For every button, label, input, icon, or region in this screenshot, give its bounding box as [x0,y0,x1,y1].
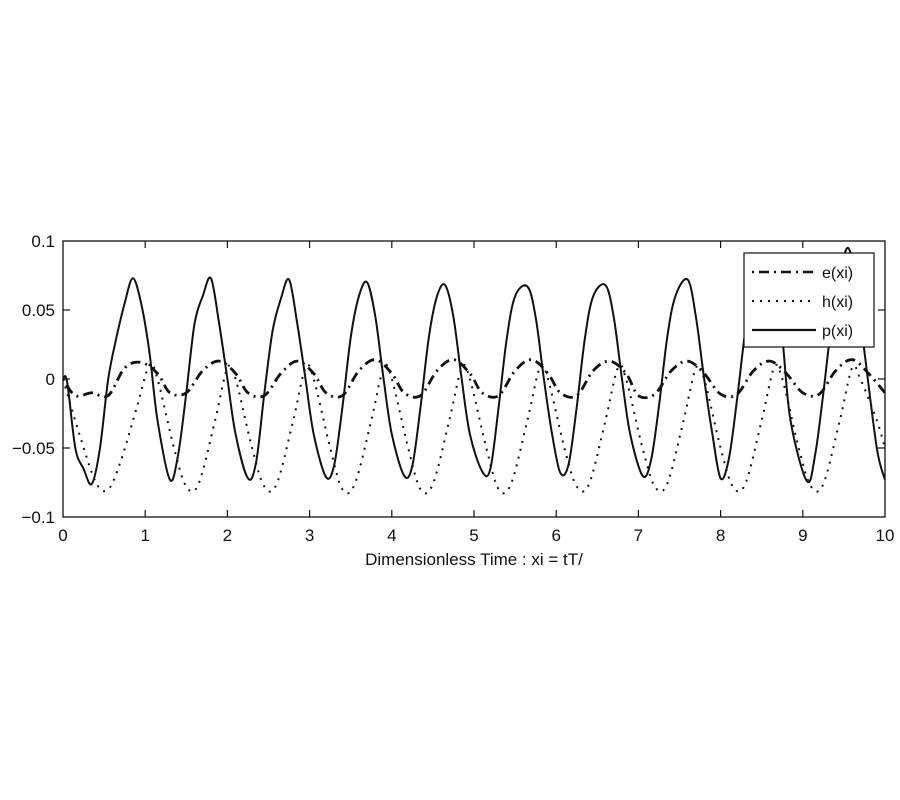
series-line-pxi [63,246,885,486]
legend-entry-p: p(xi) [752,323,853,340]
x-tick-label: 7 [634,526,643,545]
legend-box [743,252,875,348]
x-tick-label: 5 [469,526,478,545]
series-line-exi [63,358,885,400]
y-axis-tick-labels: 0.1 0.05 0 −0.05 −0.1 [12,232,55,527]
legend-label-p: p(xi) [822,323,853,340]
legend-label-h: h(xi) [822,294,853,311]
x-tick-label: 0 [58,526,67,545]
x-tick-label: 9 [798,526,807,545]
x-tick-label: 2 [223,526,232,545]
series-layer [63,246,885,495]
y-tick-label: 0.05 [22,301,55,320]
legend: e(xi) h(xi) p(xi) [743,252,875,348]
series-line-hxi [63,362,885,495]
x-axis-tick-labels: 0 1 2 3 4 5 6 7 8 9 10 [58,526,894,545]
legend-entry-h: h(xi) [752,294,853,311]
y-tick-label: 0 [46,370,55,389]
x-tick-label: 1 [140,526,149,545]
y-tick-label: 0.1 [31,232,55,251]
axis-ticks [63,241,885,517]
x-tick-label: 10 [876,526,895,545]
x-tick-label: 4 [387,526,396,545]
x-tick-label: 8 [716,526,725,545]
legend-label-e: e(xi) [822,265,853,282]
x-tick-label: 6 [551,526,560,545]
y-tick-label: −0.05 [12,439,55,458]
legend-entry-e: e(xi) [752,265,853,282]
x-tick-label: 3 [305,526,314,545]
x-axis-label: Dimensionless Time : xi = tT/ [365,550,583,569]
y-tick-label: −0.1 [21,508,55,527]
